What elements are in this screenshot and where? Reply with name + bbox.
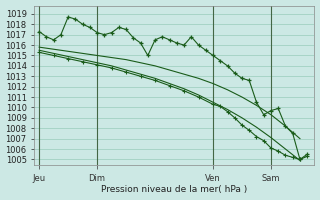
X-axis label: Pression niveau de la mer( hPa ): Pression niveau de la mer( hPa ) bbox=[101, 185, 247, 194]
